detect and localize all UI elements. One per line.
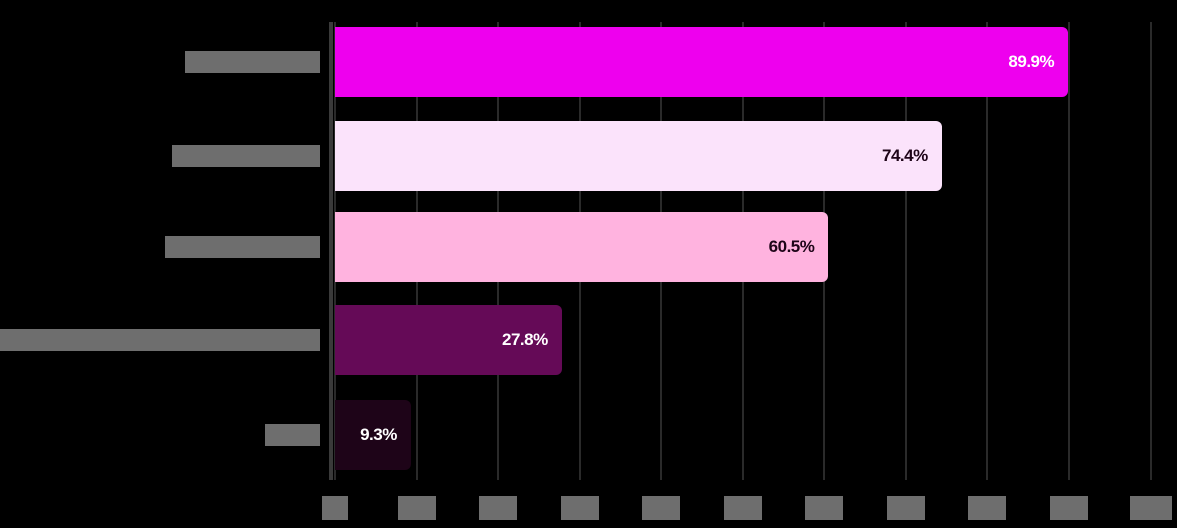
- bar-value-label: 9.3%: [360, 425, 397, 444]
- x-tick-label: 70%: [886, 496, 925, 520]
- gridline: [1067, 22, 1070, 480]
- bar-value-label: 60.5%: [768, 237, 815, 256]
- x-tick-label: 30%: [560, 496, 599, 520]
- category-label: [265, 424, 320, 446]
- x-tick-label: 80%: [968, 496, 1007, 520]
- gridline: [986, 22, 989, 480]
- x-tick-label: 10%: [397, 496, 436, 520]
- y-axis-line: [329, 22, 333, 480]
- bar: 89.9%: [335, 27, 1069, 97]
- bar-value-label: 74.4%: [882, 146, 928, 165]
- bar: 27.8%: [335, 305, 562, 375]
- category-label: [172, 145, 320, 167]
- bar-value-label: 89.9%: [1008, 52, 1055, 71]
- category-label: [165, 236, 320, 258]
- bar: 60.5%: [335, 212, 829, 282]
- x-tick-label: 100%: [1129, 496, 1172, 520]
- x-tick-label: 90%: [1049, 496, 1088, 520]
- gridline: [1149, 22, 1152, 480]
- x-tick-label: 60%: [805, 496, 844, 520]
- x-tick-label: 40%: [642, 496, 681, 520]
- bar: 9.3%: [335, 400, 411, 470]
- category-label: [0, 329, 320, 351]
- x-tick-label: 20%: [479, 496, 518, 520]
- category-label: [185, 51, 320, 73]
- gridline: [904, 22, 907, 480]
- x-tick-label: 50%: [723, 496, 762, 520]
- bar-value-label: 27.8%: [502, 330, 548, 349]
- bar: 74.4%: [335, 121, 942, 191]
- x-tick-label: 0%: [322, 496, 348, 520]
